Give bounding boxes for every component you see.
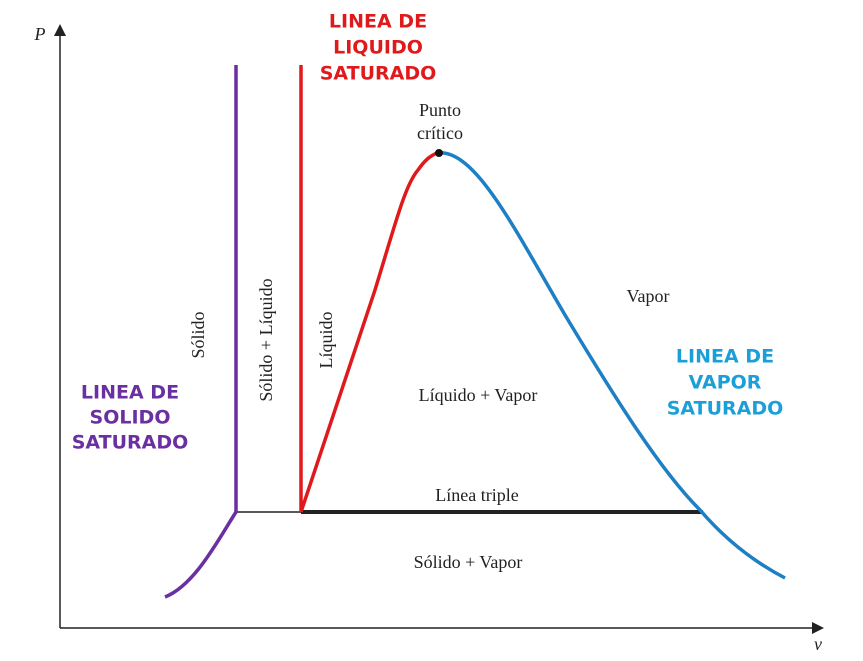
liquid-line-label: LIQUIDO xyxy=(333,37,423,59)
liquid-line-label: LINEA DE xyxy=(329,11,427,33)
solid-saturated-line xyxy=(164,65,238,599)
triple-line-label: Línea triple xyxy=(435,485,518,505)
liquid-saturated-line xyxy=(299,65,438,513)
x-axis-label: v xyxy=(814,634,822,654)
region-label: Sólido + Vapor xyxy=(414,552,523,572)
solid-line-label: SOLIDO xyxy=(90,407,171,429)
critical-point xyxy=(435,149,443,157)
vapor-line-label: LINEA DE xyxy=(676,346,774,368)
vapor-line-label: VAPOR xyxy=(689,372,762,394)
critical-point-label: crítico xyxy=(417,123,463,143)
solid-line-label: LINEA DE xyxy=(81,382,179,404)
vapor-line-label: SATURADO xyxy=(667,398,784,420)
region-label: Sólido + Líquido xyxy=(256,278,276,401)
region-label: Líquido xyxy=(316,312,336,369)
solid-line-label: SATURADO xyxy=(72,432,189,454)
liquid-line-label: SATURADO xyxy=(320,63,437,85)
region-label: Líquido + Vapor xyxy=(419,385,538,405)
vapor-saturated-line xyxy=(436,151,786,580)
region-label: Sólido xyxy=(188,311,208,358)
y-axis-label: P xyxy=(34,24,46,44)
critical-point-label: Punto xyxy=(419,100,461,120)
region-label: Vapor xyxy=(627,286,670,306)
